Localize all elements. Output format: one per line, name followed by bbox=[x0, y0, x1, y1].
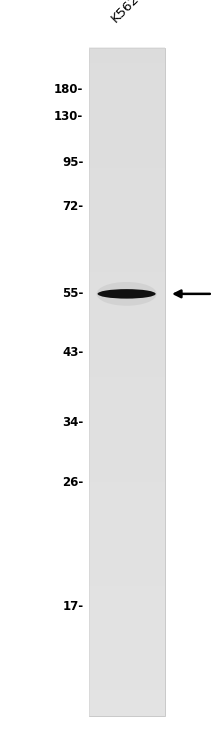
Text: 34-: 34- bbox=[62, 416, 83, 429]
Text: 180-: 180- bbox=[54, 83, 83, 96]
Bar bbox=[89, 48, 165, 716]
Text: 95-: 95- bbox=[62, 156, 83, 169]
Text: 17-: 17- bbox=[62, 600, 83, 613]
Ellipse shape bbox=[96, 282, 157, 306]
Text: 55-: 55- bbox=[62, 287, 83, 300]
Text: 26-: 26- bbox=[62, 476, 83, 489]
Text: K562: K562 bbox=[109, 0, 142, 26]
Text: 130-: 130- bbox=[54, 110, 83, 124]
Text: 72-: 72- bbox=[62, 200, 83, 213]
Ellipse shape bbox=[97, 289, 156, 299]
Text: 43-: 43- bbox=[62, 346, 83, 359]
